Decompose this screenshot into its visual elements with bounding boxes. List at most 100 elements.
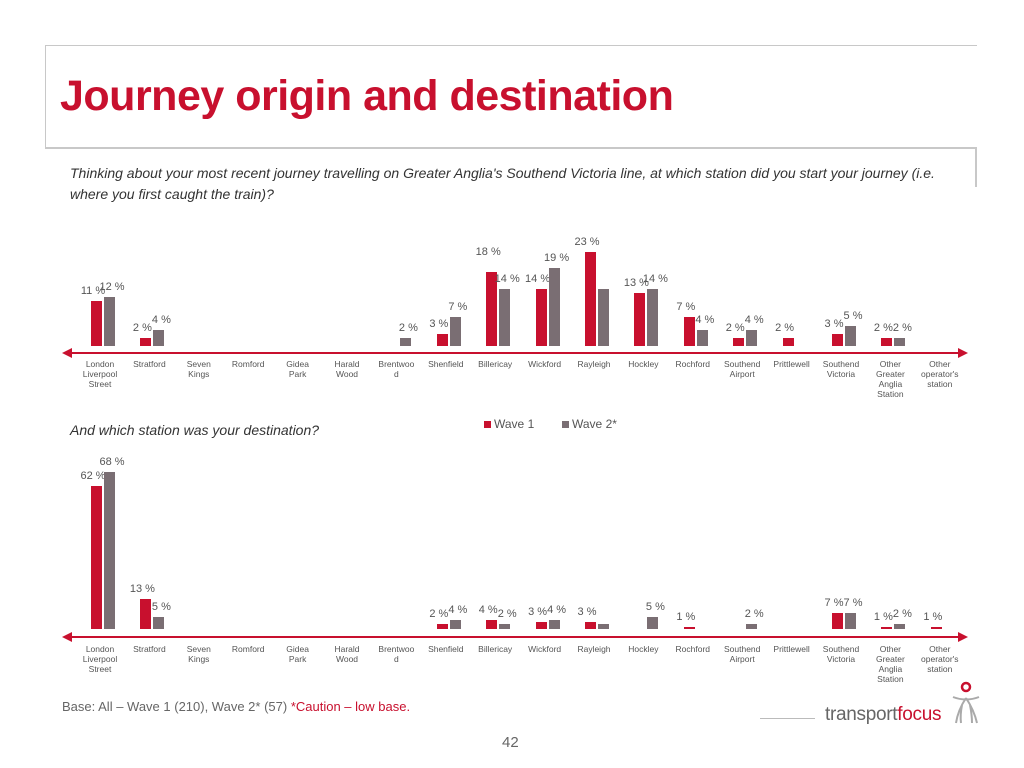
data-label: 14 %	[642, 272, 668, 285]
data-label: 4 %	[547, 603, 567, 616]
bar-wave2	[499, 624, 511, 629]
axis-tick-label: Shenfield	[428, 359, 464, 369]
axis-tick-label: Wickford	[528, 644, 562, 654]
logo-line	[760, 718, 815, 719]
axis-tick-label: Harald Wood	[334, 644, 360, 664]
bar-wave1	[486, 272, 498, 346]
bar-wave2	[153, 617, 165, 629]
axis-tick-label: Southend Victoria	[822, 644, 860, 664]
page-number: 42	[502, 734, 519, 751]
data-label: 2 %	[873, 321, 893, 334]
bar-wave1	[733, 337, 745, 346]
axis-tick-label: Brentwoo d	[378, 644, 415, 664]
axis-tick-label: London Liverpool Street	[82, 359, 118, 389]
question-origin: Thinking about your most recent journey …	[70, 165, 935, 202]
base-text: Base: All – Wave 1 (210), Wave 2* (57)	[62, 699, 291, 714]
axis-tick-label: Hockley	[628, 359, 659, 369]
data-label: 13 %	[129, 582, 155, 595]
axis-arrow-right	[958, 632, 968, 642]
data-label: 3 %	[429, 317, 449, 330]
axis-tick-label: Rayleigh	[577, 359, 611, 369]
bar-wave1	[832, 612, 843, 629]
axis-tick-label: Brentwoo d	[378, 359, 415, 379]
data-label: 7 %	[824, 596, 844, 609]
bar-wave2	[598, 624, 609, 629]
frame-line	[45, 45, 977, 46]
axis-tick-label: Seven Kings	[186, 359, 211, 379]
data-label: 11 %	[80, 284, 106, 297]
axis-tick-label: Other operator's station	[921, 359, 959, 389]
legend-swatch	[484, 420, 491, 428]
frame-line	[45, 45, 46, 148]
bar-wave2	[696, 329, 708, 346]
bar-wave2	[104, 471, 115, 629]
data-label: 1 %	[676, 610, 696, 623]
bar-wave2	[449, 619, 461, 629]
legend-swatch	[562, 420, 569, 428]
data-label: 4 %	[478, 603, 498, 616]
bar-wave1	[486, 619, 498, 629]
axis-arrow-right	[958, 348, 968, 358]
bar-wave1	[634, 292, 646, 346]
bar-wave1	[683, 317, 695, 346]
bar-wave1	[585, 622, 596, 629]
bar-wave2	[845, 325, 856, 346]
data-label: 4 %	[695, 313, 715, 326]
bar-wave2	[400, 337, 412, 346]
axis-tick-label: Gidea Park	[286, 644, 309, 664]
data-label: 2 %	[892, 321, 912, 334]
bar-wave1	[140, 337, 152, 346]
data-label: 5 %	[645, 601, 665, 614]
logo-figure-icon	[952, 681, 980, 724]
axis-tick-label: London Liverpool Street	[82, 644, 118, 674]
axis-tick-label: Stratford	[133, 644, 166, 654]
data-label: 12 %	[99, 280, 125, 293]
axis-tick-label: Billericay	[478, 359, 513, 369]
page-title: Journey origin and destination	[60, 72, 674, 120]
base-note: Base: All – Wave 1 (210), Wave 2* (57) *…	[62, 699, 410, 714]
bar-wave1	[535, 288, 547, 346]
data-label: 18 %	[475, 246, 501, 259]
axis-tick-label: Other Greater Anglia Station	[875, 359, 905, 399]
legend-label: Wave 1	[494, 417, 535, 431]
bar-wave2	[647, 617, 659, 629]
data-label: 1 %	[873, 610, 893, 623]
bar-wave2	[598, 288, 609, 346]
legend-wave1: Wave 1	[484, 417, 534, 431]
bar-wave2	[548, 619, 560, 629]
axis-tick-label: Southend Airport	[723, 644, 761, 664]
legend-wave2: Wave 2*	[562, 417, 617, 431]
data-label: 2 %	[398, 321, 418, 334]
bar-wave2	[104, 296, 115, 346]
axis-tick-label: Harald Wood	[334, 359, 360, 379]
bar-wave2	[499, 288, 511, 346]
data-label: 13 %	[623, 276, 649, 289]
data-label: 23 %	[574, 235, 600, 248]
bar-wave1	[91, 485, 102, 629]
axis-tick-label: Gidea Park	[286, 359, 309, 379]
transportfocus-logo: transportfocus	[825, 704, 942, 726]
data-label: 4 %	[448, 603, 468, 616]
bar-wave2	[894, 337, 906, 346]
legend-label: Wave 2*	[572, 417, 617, 431]
bar-wave1	[782, 337, 794, 346]
axis-tick-label: Other operator's station	[921, 644, 959, 674]
axis-tick-label: Hockley	[628, 644, 659, 654]
data-label: 14 %	[494, 272, 520, 285]
data-label: 68 %	[99, 455, 125, 468]
bar-wave1	[881, 337, 893, 346]
data-label: 5 %	[843, 309, 863, 322]
axis-tick-label: Stratford	[133, 359, 166, 369]
axis-arrow-left	[62, 348, 72, 358]
bar-wave2	[746, 624, 758, 629]
axis-tick-label: Rayleigh	[577, 644, 611, 654]
x-axis-line	[70, 352, 960, 354]
data-label: 1 %	[923, 610, 943, 623]
bar-wave2	[548, 268, 560, 346]
bar-wave2	[845, 612, 856, 629]
data-label: 2 %	[725, 321, 745, 334]
axis-tick-label: Southend Airport	[723, 359, 761, 379]
axis-tick-label: Prittlewell	[773, 359, 810, 369]
data-label: 2 %	[775, 321, 795, 334]
data-label: 2 %	[429, 608, 449, 621]
